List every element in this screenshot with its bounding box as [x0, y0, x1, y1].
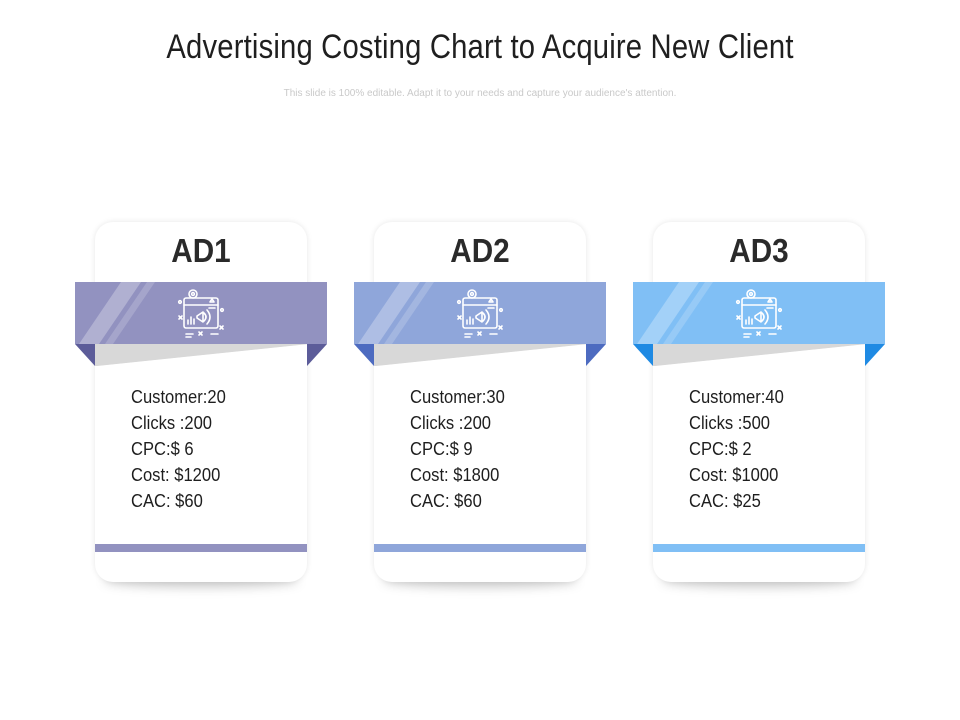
stat-line: Customer:30 [410, 387, 505, 407]
ribbon-gloss [79, 282, 155, 344]
ribbon-shadow [374, 344, 586, 366]
stat-line: Clicks :200 [131, 413, 212, 433]
ad-card: AD2 Customer:30 Clicks :200 CPC:$ 9 Cost: $1… [354, 222, 606, 588]
slide-title: Advertising Costing Chart to Acquire New… [166, 28, 794, 66]
ribbon-fold-left [75, 344, 95, 366]
card-stats: Customer:40 Clicks :500 CPC:$ 2 Cost: $1000… [689, 384, 859, 514]
stat-line: CAC: $60 [131, 491, 203, 511]
card-heading: AD2 [450, 232, 510, 269]
card-bottom-bar [653, 544, 865, 552]
ribbon-fold-right [307, 344, 327, 366]
card-stats: Customer:30 Clicks :200 CPC:$ 9 Cost: $1800… [410, 384, 580, 514]
card-body: AD2 Customer:30 Clicks :200 CPC:$ 9 Cost: $1… [374, 222, 586, 582]
slide-subtitle: This slide is 100% editable. Adapt it to… [283, 88, 677, 99]
stat-line: CPC:$ 6 [131, 439, 194, 459]
advertising-board-icon [731, 286, 787, 342]
stat-line: CPC:$ 2 [689, 439, 752, 459]
card-body: AD1 Customer:20 Clicks :200 CPC:$ 6 Cost: $1… [95, 222, 307, 582]
ad-card: AD3 Customer:40 Clicks :500 CPC:$ 2 Cost: $1… [633, 222, 885, 588]
stat-line: Cost: $1000 [689, 465, 779, 485]
stat-line: CAC: $60 [410, 491, 482, 511]
advertising-board-icon [452, 286, 508, 342]
stat-line: Customer:40 [689, 387, 784, 407]
ribbon-fold-left [633, 344, 653, 366]
ribbon-shadow [95, 344, 307, 366]
ad-card: AD1 Customer:20 Clicks :200 CPC:$ 6 Cost: $1… [75, 222, 327, 588]
ribbon-shadow [653, 344, 865, 366]
ribbon-gloss [358, 282, 434, 344]
stat-line: CAC: $25 [689, 491, 761, 511]
stat-line: Clicks :200 [410, 413, 491, 433]
stat-line: Cost: $1800 [410, 465, 500, 485]
ribbon-fold-right [865, 344, 885, 366]
card-heading: AD3 [729, 232, 789, 269]
advertising-board-icon [173, 286, 229, 342]
card-bottom-bar [374, 544, 586, 552]
stat-line: Clicks :500 [689, 413, 770, 433]
card-stats: Customer:20 Clicks :200 CPC:$ 6 Cost: $1200… [131, 384, 301, 514]
stat-line: Cost: $1200 [131, 465, 221, 485]
ribbon-fold-left [354, 344, 374, 366]
card-bottom-bar [95, 544, 307, 552]
stat-line: CPC:$ 9 [410, 439, 473, 459]
ribbon-gloss [637, 282, 713, 344]
stat-line: Customer:20 [131, 387, 226, 407]
ribbon-fold-right [586, 344, 606, 366]
card-body: AD3 Customer:40 Clicks :500 CPC:$ 2 Cost: $1… [653, 222, 865, 582]
card-heading: AD1 [171, 232, 231, 269]
